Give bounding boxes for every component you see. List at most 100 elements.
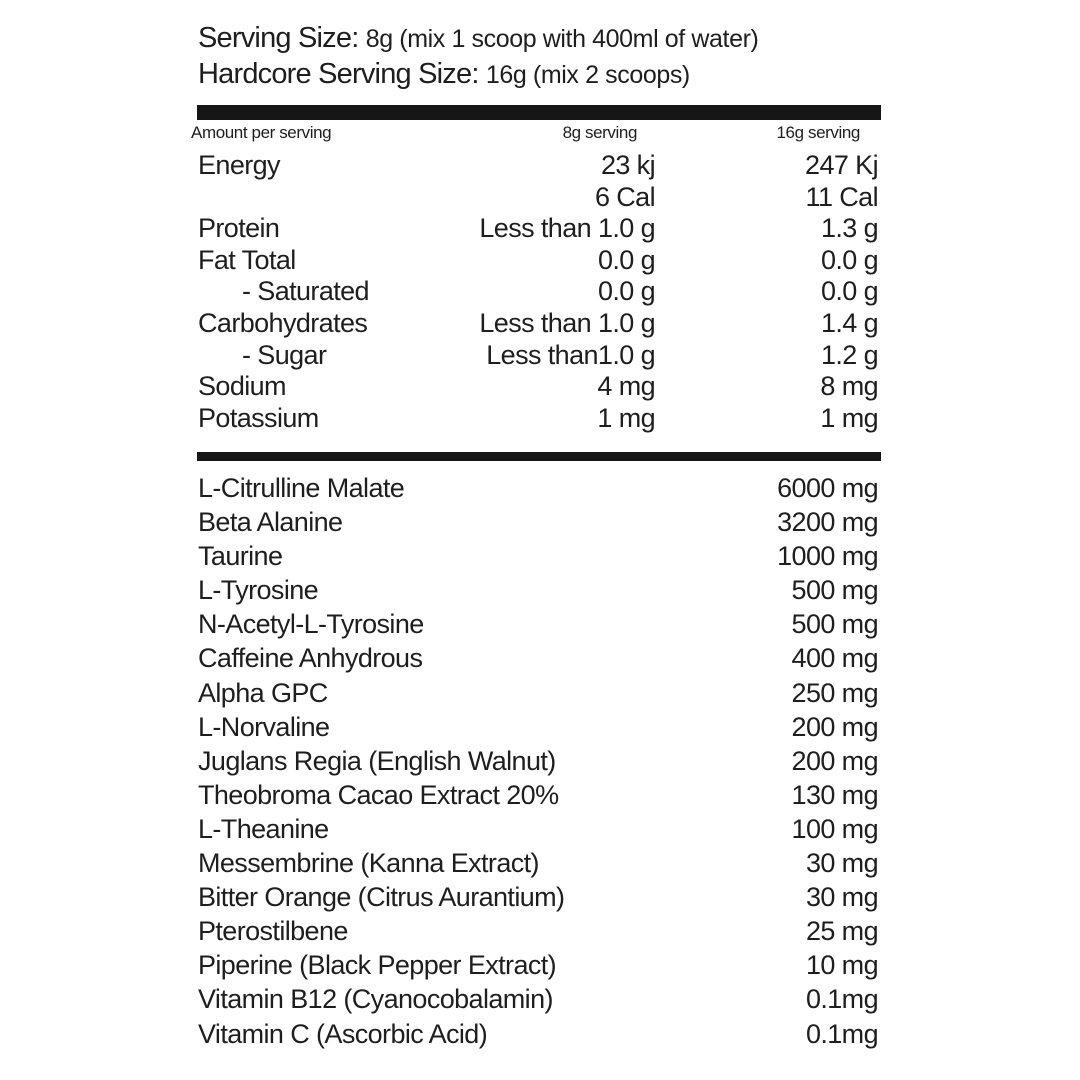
value-16g: 0.0 g xyxy=(820,244,879,275)
ingredient-amount: 400 mg xyxy=(791,643,879,674)
column-headers: Amount per serving 8g serving 16g servin… xyxy=(180,123,880,145)
ingredient-row: Juglans Regia (English Walnut) 200 mg xyxy=(198,744,880,778)
serving-size-label: Serving Size: xyxy=(198,22,359,54)
ingredient-row: L-Norvaline 200 mg xyxy=(198,710,880,744)
nutrient-name: - Sugar xyxy=(242,339,327,370)
ingredient-name: Messembrine (Kanna Extract) xyxy=(198,848,540,879)
ingredient-name: Bitter Orange (Citrus Aurantium) xyxy=(198,882,565,913)
hardcore-serving-size: Hardcore Serving Size: 16g (mix 2 scoops… xyxy=(198,58,690,91)
ingredient-row: Taurine 1000 mg xyxy=(198,539,880,573)
ingredient-amount: 3200 mg xyxy=(777,507,878,538)
value-8g: Less than1.0 g xyxy=(486,339,655,370)
nutrition-row: Carbohydrates Less than 1.0 g 1.4 g xyxy=(198,308,880,340)
supplement-facts-label: Serving Size: 8g (mix 1 scoop with 400ml… xyxy=(180,0,900,1080)
ingredient-name: Vitamin B12 (Cyanocobalamin) xyxy=(198,984,553,1015)
value-8g: Less than 1.0 g xyxy=(479,307,655,338)
value-8g: Less than 1.0 g xyxy=(479,213,655,244)
ingredient-row: L-Tyrosine 500 mg xyxy=(198,573,880,607)
ingredient-name: N-Acetyl-L-Tyrosine xyxy=(198,609,424,640)
ingredient-name: Theobroma Cacao Extract 20% xyxy=(198,779,559,810)
ingredient-name: Vitamin C (Ascorbic Acid) xyxy=(198,1018,488,1049)
value-8g: 4 mg xyxy=(597,371,655,402)
value-16g: 1.3 g xyxy=(820,213,879,244)
ingredient-name: Juglans Regia (English Walnut) xyxy=(198,745,556,776)
ingredient-amount: 6000 mg xyxy=(777,473,878,503)
ingredient-amount: 100 mg xyxy=(791,813,879,844)
nutrient-name: Fat Total xyxy=(198,244,296,275)
ingredient-row: Vitamin C (Ascorbic Acid) 0.1mg xyxy=(198,1017,880,1051)
ingredient-amount: 200 mg xyxy=(791,711,879,742)
ingredient-name: L-Theanine xyxy=(198,813,329,844)
ingredient-amount: 0.1mg xyxy=(805,1018,879,1049)
ingredient-amount: 30 mg xyxy=(805,882,879,913)
nutrition-row: Sodium 4 mg 8 mg xyxy=(198,371,880,403)
ingredient-amount: 250 mg xyxy=(791,677,879,708)
ingredient-name: Beta Alanine xyxy=(198,507,343,538)
ingredient-name: L-Citrulline Malate xyxy=(198,473,405,503)
ingredient-amount: 500 mg xyxy=(791,609,879,640)
value-16g: 0.0 g xyxy=(820,276,879,307)
value-8g: 23 kj xyxy=(600,150,656,180)
ingredient-row: Messembrine (Kanna Extract) 30 mg xyxy=(198,846,880,880)
ingredient-name: Alpha GPC xyxy=(198,677,328,708)
ingredients-table: L-Citrulline Malate 6000 mg Beta Alanine 32… xyxy=(198,471,880,1051)
ingredient-amount: 200 mg xyxy=(791,745,879,776)
nutrition-row: Fat Total 0.0 g 0.0 g xyxy=(198,245,880,277)
hardcore-serving-value: 16g (mix 2 scoops) xyxy=(485,61,690,89)
serving-size-value: 8g (mix 1 scoop with 400ml of water) xyxy=(365,25,759,53)
ingredient-name: Taurine xyxy=(198,541,283,572)
value-16g: 247 Kj xyxy=(805,150,879,180)
ingredient-amount: 25 mg xyxy=(805,916,879,947)
ingredient-row: Theobroma Cacao Extract 20% 130 mg xyxy=(198,778,880,812)
ingredient-row: Pterostilbene 25 mg xyxy=(198,914,880,948)
nutrition-table: Energy 23 kj 247 Kj 6 Cal 11 Cal Protein Less … xyxy=(198,150,880,434)
ingredient-row: Vitamin B12 (Cyanocobalamin) 0.1mg xyxy=(198,982,880,1016)
value-16g: 1.4 g xyxy=(820,307,879,338)
hardcore-serving-label: Hardcore Serving Size: xyxy=(198,58,479,90)
ingredient-row: L-Citrulline Malate 6000 mg xyxy=(198,471,880,505)
ingredient-row: Beta Alanine 3200 mg xyxy=(198,505,880,539)
value-16g: 8 mg xyxy=(820,371,878,402)
ingredient-amount: 500 mg xyxy=(791,575,879,606)
nutrient-name: Sodium xyxy=(198,371,287,402)
ingredient-row: Piperine (Black Pepper Extract) 10 mg xyxy=(198,948,880,982)
nutrient-name: Carbohydrates xyxy=(198,307,368,338)
nutrient-name: - Saturated xyxy=(242,276,370,307)
value-8g: 1 mg xyxy=(597,402,655,433)
divider-thick xyxy=(197,105,881,120)
ingredient-row: Alpha GPC 250 mg xyxy=(198,676,880,710)
value-8g: 6 Cal xyxy=(594,181,656,212)
nutrition-row: Energy 23 kj 247 Kj xyxy=(198,150,880,182)
ingredient-amount: 130 mg xyxy=(791,779,879,810)
nutrient-name: Potassium xyxy=(198,402,319,433)
col-8g-header: 8g serving xyxy=(562,123,638,142)
ingredient-name: Piperine (Black Pepper Extract) xyxy=(198,950,557,981)
nutrient-name: Energy xyxy=(198,150,281,180)
ingredient-name: L-Norvaline xyxy=(198,711,330,742)
value-16g: 1.2 g xyxy=(820,339,879,370)
col-16g-header: 16g serving xyxy=(776,123,861,142)
ingredient-name: Pterostilbene xyxy=(198,916,348,947)
ingredient-row: N-Acetyl-L-Tyrosine 500 mg xyxy=(198,607,880,641)
value-8g: 0.0 g xyxy=(597,276,656,307)
nutrition-row: - Saturated 0.0 g 0.0 g xyxy=(198,276,880,308)
value-16g: 11 Cal xyxy=(805,181,879,212)
value-16g: 1 mg xyxy=(820,402,878,433)
ingredient-amount: 10 mg xyxy=(805,950,879,981)
ingredient-amount: 1000 mg xyxy=(777,541,878,572)
divider xyxy=(197,452,881,461)
nutrition-row: - Sugar Less than1.0 g 1.2 g xyxy=(198,340,880,372)
ingredient-row: L-Theanine 100 mg xyxy=(198,812,880,846)
ingredient-amount: 0.1mg xyxy=(805,984,879,1015)
nutrition-row: Potassium 1 mg 1 mg xyxy=(198,403,880,435)
nutrient-name: Protein xyxy=(198,213,280,244)
value-8g: 0.0 g xyxy=(597,244,656,275)
ingredient-name: L-Tyrosine xyxy=(198,575,319,606)
ingredient-amount: 30 mg xyxy=(805,848,879,879)
ingredient-name: Caffeine Anhydrous xyxy=(198,643,423,674)
amount-per-serving-header: Amount per serving xyxy=(191,123,332,142)
ingredient-row: Caffeine Anhydrous 400 mg xyxy=(198,641,880,675)
ingredient-row: Bitter Orange (Citrus Aurantium) 30 mg xyxy=(198,880,880,914)
serving-size: Serving Size: 8g (mix 1 scoop with 400ml… xyxy=(198,22,759,55)
nutrition-row: Protein Less than 1.0 g 1.3 g xyxy=(198,213,880,245)
